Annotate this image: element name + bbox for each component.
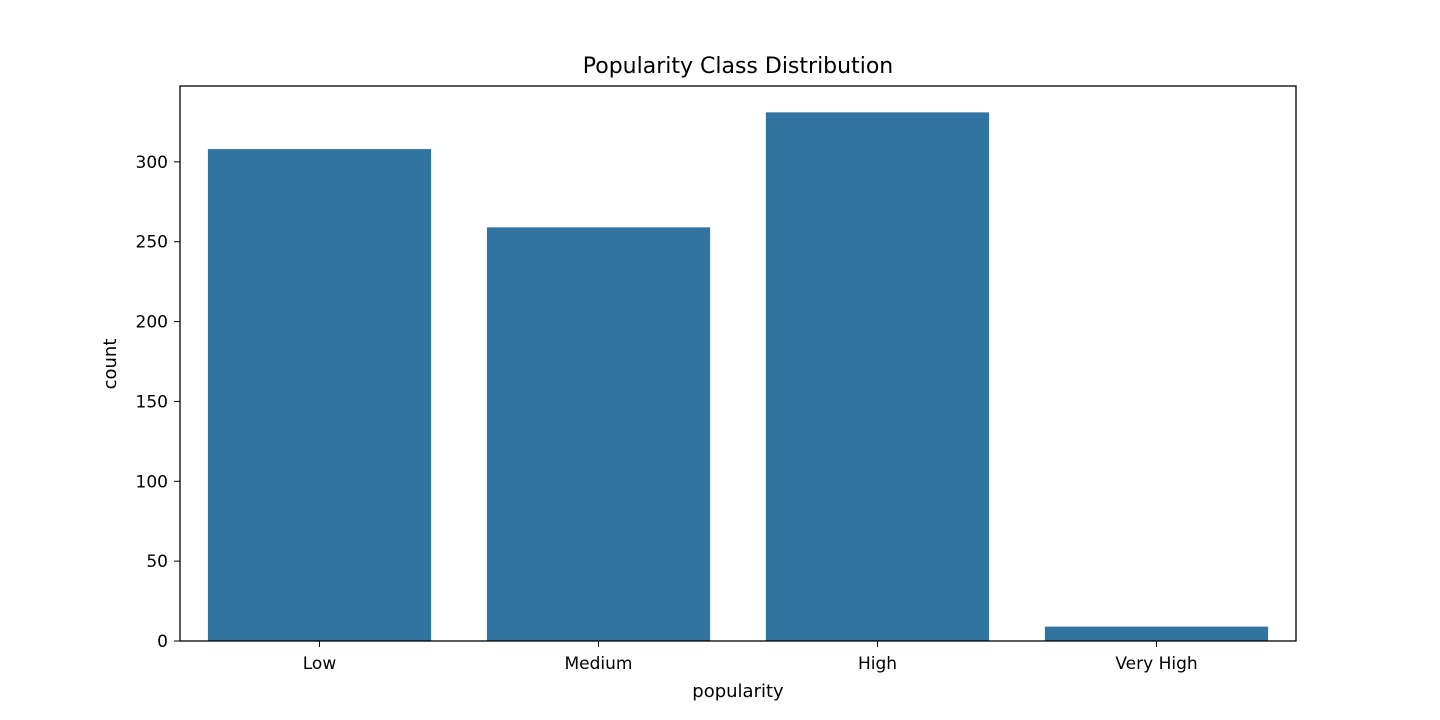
y-tick-label: 200 — [136, 313, 168, 333]
x-tick-label: Low — [303, 654, 337, 674]
bar-medium — [486, 227, 711, 641]
bar-low — [207, 149, 432, 641]
x-tick-label: Medium — [565, 654, 633, 674]
y-tick-label: 150 — [136, 392, 168, 412]
bar-very-high — [1044, 626, 1269, 641]
y-tick-label: 250 — [136, 233, 168, 253]
bar-high — [765, 112, 990, 641]
x-tick-label: Very High — [1115, 654, 1197, 674]
x-axis-label: popularity — [692, 681, 784, 702]
y-tick-label: 300 — [136, 153, 168, 173]
y-axis-ticks: 0 50 100 150 200 250 300 — [136, 153, 180, 652]
y-tick-label: 100 — [136, 472, 168, 492]
bars-group — [207, 112, 1269, 641]
x-axis-ticks: Low Medium High Very High — [303, 641, 1198, 674]
y-tick-label: 50 — [146, 552, 168, 572]
y-tick-label: 0 — [157, 632, 168, 652]
chart-title: Popularity Class Distribution — [583, 54, 893, 79]
y-axis-label: count — [100, 339, 121, 390]
x-tick-label: High — [858, 654, 897, 674]
axes-frame — [179, 85, 1297, 642]
